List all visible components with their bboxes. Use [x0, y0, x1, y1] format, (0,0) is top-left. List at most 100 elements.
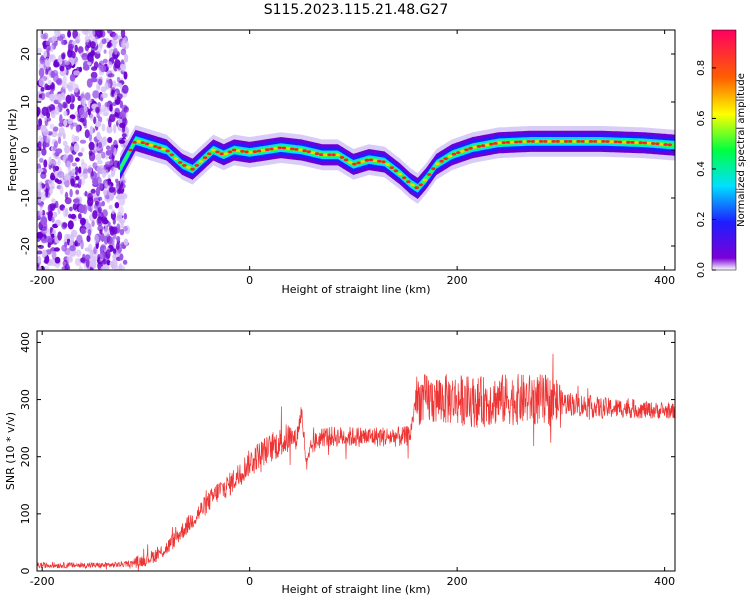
noise-blob	[96, 165, 104, 175]
x-tick-label: 400	[654, 274, 675, 287]
x-tick-label: -200	[30, 274, 55, 287]
noise-blob	[124, 53, 129, 63]
noise-blob	[114, 202, 120, 209]
colorbar: 0.0 0.2 0.4 0.6 0.8 Normalized spectral ampl…	[696, 29, 747, 278]
ridge-core	[231, 148, 237, 152]
noise-blob	[86, 235, 91, 242]
noise-blob	[37, 182, 43, 192]
noise-blob	[115, 195, 122, 200]
noise-blob	[62, 75, 67, 84]
ridge-core	[186, 165, 191, 169]
noise-blob	[67, 220, 74, 230]
noise-blob	[61, 53, 66, 60]
noise-blob	[78, 204, 86, 214]
noise-blob	[88, 152, 96, 162]
x-tick-label: 200	[447, 575, 468, 588]
noise-blob	[95, 30, 103, 38]
noise-blob	[75, 189, 80, 195]
noise-blob	[90, 71, 98, 79]
noise-blob	[88, 30, 96, 38]
noise-blob	[97, 182, 104, 191]
ridge-core	[339, 156, 345, 159]
noise-blob	[67, 84, 74, 92]
noise-blob	[51, 216, 55, 223]
noise-blob	[61, 221, 68, 230]
noise-blob	[96, 49, 101, 54]
x-tick-label: 0	[246, 575, 253, 588]
noise-blob	[69, 114, 76, 120]
noise-blob	[80, 239, 84, 250]
ridge-core	[348, 161, 353, 164]
ridge-core	[509, 140, 515, 144]
noise-blob	[112, 80, 117, 89]
noise-blob	[87, 196, 94, 207]
noise-blob	[84, 35, 90, 43]
noise-blob	[62, 140, 68, 147]
noise-blob	[111, 226, 118, 235]
noise-blob	[117, 93, 123, 100]
ridge-core	[169, 153, 175, 157]
noise-blob	[107, 73, 115, 78]
noise-blob	[58, 127, 65, 136]
ridge-core	[605, 140, 610, 143]
noise-blob	[39, 207, 43, 217]
ridge-core	[256, 149, 262, 153]
ridge-core	[443, 157, 448, 161]
ridge-core	[207, 152, 212, 156]
spectrogram-plot-area	[37, 30, 675, 270]
noise-blob	[107, 178, 111, 186]
noise-blob	[44, 254, 50, 264]
noise-blob	[51, 250, 57, 260]
noise-blob	[45, 68, 48, 76]
noise-blob	[109, 160, 114, 166]
ridge-core	[460, 149, 465, 153]
noise-blob	[75, 157, 80, 162]
noise-blob	[67, 30, 72, 38]
ridge-core	[659, 142, 664, 146]
noise-blob	[93, 116, 97, 125]
noise-blob	[107, 136, 113, 144]
ridge-core	[381, 160, 386, 164]
ridge-core	[244, 150, 249, 154]
noise-blob	[87, 164, 92, 175]
ridge-core	[663, 143, 668, 146]
noise-blob	[84, 129, 90, 139]
spectrogram-panel: -200 0 200 400 -20 -10 0 10 20 Height of straigh…	[6, 29, 676, 296]
noise-blob	[70, 213, 77, 220]
ridge-core	[646, 141, 652, 145]
noise-blob	[116, 76, 121, 83]
spectrogram-x-label: Height of straight line (km)	[281, 283, 430, 296]
ridge-core	[294, 148, 299, 151]
ridge-core	[373, 159, 378, 163]
noise-blob	[119, 228, 125, 236]
ridge-core	[343, 158, 349, 162]
noise-blob	[100, 64, 107, 73]
noise-blob	[43, 141, 48, 149]
ridge-core	[364, 158, 370, 162]
ridge-core	[144, 142, 150, 146]
noise-blob	[64, 175, 68, 182]
ridge-core	[215, 150, 220, 154]
ridge-core	[219, 152, 224, 156]
noise-blob	[101, 92, 108, 99]
noise-blob	[44, 83, 49, 91]
ridge-core	[447, 154, 453, 158]
noise-blob	[69, 176, 77, 184]
noise-blob	[43, 266, 50, 270]
noise-blob	[120, 265, 125, 270]
noise-blob	[78, 265, 83, 270]
noise-blob	[39, 202, 44, 208]
y-tick-label: -20	[19, 237, 32, 255]
noise-blob	[112, 248, 117, 254]
noise-blob	[91, 219, 95, 227]
noise-blob	[98, 142, 103, 149]
ridge-core	[310, 151, 316, 155]
ridge-core	[314, 152, 320, 156]
noise-blob	[103, 49, 107, 54]
noise-blob	[102, 112, 109, 117]
noise-blob	[105, 145, 111, 150]
noise-blob	[110, 166, 116, 175]
ridge-core	[128, 148, 133, 152]
noise-blob	[120, 30, 126, 39]
